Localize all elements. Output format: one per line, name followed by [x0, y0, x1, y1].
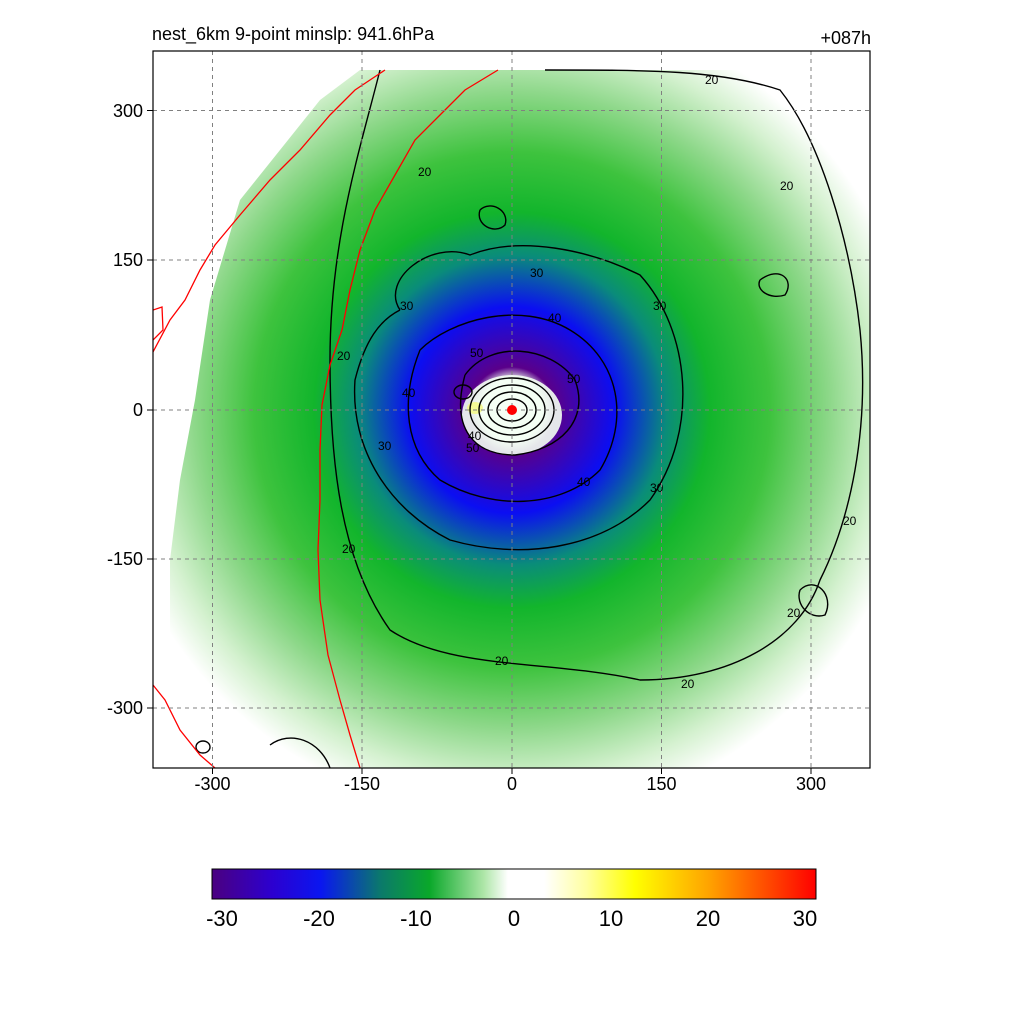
contour-label: 30 — [650, 481, 664, 495]
contour-label: 20 — [681, 677, 695, 691]
colorbar-tick-label: 0 — [508, 906, 520, 931]
x-tick-label: -150 — [344, 774, 380, 794]
chart-title: nest_6km 9-point minslp: 941.6hPa — [152, 24, 435, 45]
contour-label: 20 — [495, 654, 509, 668]
contour-label: 20 — [705, 73, 719, 87]
y-tick-labels: 300 150 0 -150 -300 — [107, 101, 143, 718]
x-tick-labels: -300 -150 0 150 300 — [194, 774, 826, 794]
contour-50 — [460, 350, 580, 456]
contour-label: 50 — [466, 441, 480, 455]
y-tick-label: -300 — [107, 698, 143, 718]
y-tick-label: 0 — [133, 400, 143, 420]
y-tick-label: 300 — [113, 101, 143, 121]
contour-label: 20 — [787, 606, 801, 620]
tick-marks — [147, 110, 812, 774]
contour-label: 40 — [468, 429, 482, 443]
contour-label: 20 — [337, 349, 351, 363]
contour-label: 50 — [567, 372, 581, 386]
contour-label: 30 — [530, 266, 544, 280]
colorbar-tick-label: 20 — [696, 906, 720, 931]
contour-label: 30 — [378, 439, 392, 453]
colorbar-gradient — [211, 868, 817, 900]
storm-center-marker — [507, 405, 517, 415]
contour-20 — [329, 69, 864, 681]
colorbar-tick-label: -10 — [400, 906, 432, 931]
contour-label: 20 — [780, 179, 794, 193]
contour-label: 30 — [400, 299, 414, 313]
x-tick-label: 0 — [507, 774, 517, 794]
colorbar-tick-label: -20 — [303, 906, 335, 931]
contour-label: 20 — [342, 542, 356, 556]
y-tick-label: 150 — [113, 250, 143, 270]
colorbar-tick-labels: -30 -20 -10 0 10 20 30 — [206, 906, 817, 931]
contour-30 — [353, 245, 684, 551]
forecast-hour-label: +087h — [820, 28, 871, 48]
contour-label: 40 — [577, 475, 591, 489]
contour-labels: 20 20 20 20 20 20 20 20 20 30 30 30 30 3… — [337, 73, 857, 691]
contour-40 — [407, 314, 618, 502]
contour-label: 40 — [548, 311, 562, 325]
contour-label: 20 — [418, 165, 432, 179]
contour-label: 30 — [653, 299, 667, 313]
boundary-lines — [153, 69, 499, 768]
colorbar: -30 -20 -10 0 10 20 30 — [206, 868, 817, 931]
colorbar-tick-label: 30 — [793, 906, 817, 931]
contour-label: 40 — [402, 386, 416, 400]
y-tick-label: -150 — [107, 549, 143, 569]
contour-label: 50 — [470, 346, 484, 360]
colorbar-tick-label: 10 — [599, 906, 623, 931]
plot-area: 20 20 20 20 20 20 20 20 20 30 30 30 30 3… — [153, 51, 870, 768]
x-tick-label: -300 — [194, 774, 230, 794]
x-tick-label: 150 — [646, 774, 676, 794]
colorbar-tick-label: -30 — [206, 906, 238, 931]
x-tick-label: 300 — [796, 774, 826, 794]
contour-label: 20 — [843, 514, 857, 528]
